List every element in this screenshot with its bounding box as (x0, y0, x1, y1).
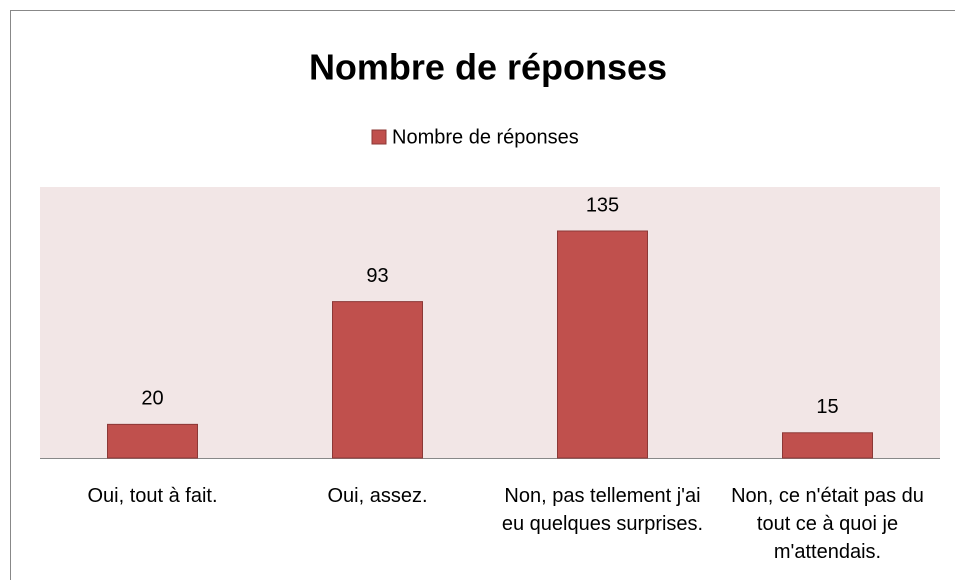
x-tick-label: Oui, assez. (327, 485, 428, 507)
data-label: 93 (366, 265, 388, 287)
bar (557, 230, 648, 459)
x-tick-label: Non, ce n'était pas du tout ce à quoi je… (731, 485, 924, 563)
x-tick-label: Non, pas tellement j'ai eu quelques surp… (501, 485, 704, 535)
x-tick-label: Oui, tout à fait. (87, 485, 218, 507)
data-label: 15 (816, 396, 838, 418)
data-label: 135 (586, 194, 619, 216)
data-label: 20 (141, 388, 163, 410)
bar (782, 432, 873, 459)
plot-area (40, 187, 940, 458)
chart-title: Nombre de réponses (309, 47, 667, 88)
legend-swatch (371, 129, 387, 145)
bar (107, 423, 198, 459)
legend-label: Nombre de réponses (392, 126, 579, 148)
bar (332, 301, 423, 459)
